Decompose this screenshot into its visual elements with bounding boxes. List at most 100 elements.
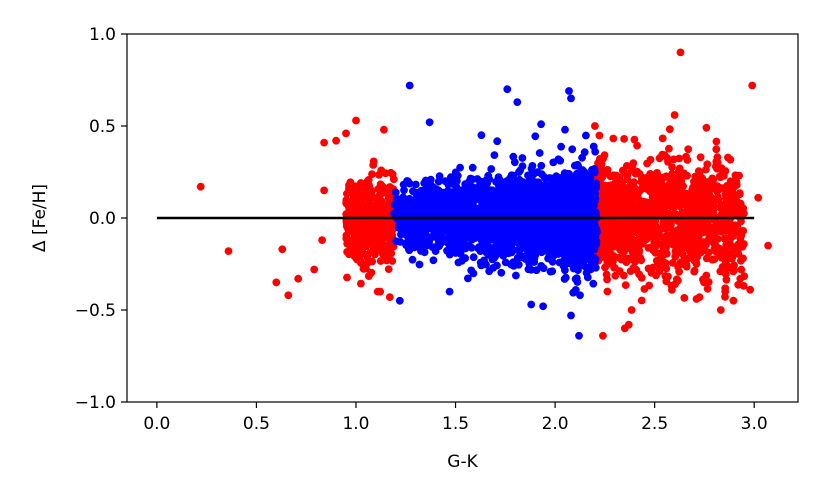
data-point-red xyxy=(320,138,328,147)
y-tick-label: −0.5 xyxy=(75,301,116,321)
data-point-blue xyxy=(477,229,486,238)
data-point-blue xyxy=(446,230,455,239)
data-point-red xyxy=(700,222,709,231)
data-point-red xyxy=(705,209,713,217)
data-point-blue xyxy=(584,236,592,245)
data-point-blue xyxy=(408,255,417,264)
data-point-blue xyxy=(467,266,476,275)
data-point-blue xyxy=(405,81,414,90)
data-point-red xyxy=(664,272,672,281)
data-point-red xyxy=(342,129,350,138)
data-point-blue xyxy=(420,235,429,244)
data-point-blue xyxy=(582,131,590,140)
data-point-red xyxy=(696,186,705,194)
data-point-red xyxy=(702,123,711,132)
x-axis: 0.0 0.5 1.0 1.5 2.0 2.5 3.0 xyxy=(143,402,768,434)
data-point-blue xyxy=(501,231,510,240)
data-point-blue xyxy=(509,209,518,218)
data-point-blue xyxy=(395,296,404,305)
data-point-red xyxy=(196,182,205,191)
data-point-red xyxy=(377,207,386,216)
data-point-red xyxy=(678,208,686,217)
data-point-blue xyxy=(539,264,548,273)
data-point-red xyxy=(634,244,643,253)
data-point-blue xyxy=(554,191,562,200)
data-point-blue xyxy=(472,185,481,194)
data-point-red xyxy=(724,196,732,205)
data-point-red xyxy=(284,291,293,300)
data-point-blue xyxy=(473,175,482,183)
data-point-blue xyxy=(407,226,416,234)
data-point-red xyxy=(668,170,676,178)
data-point-red xyxy=(729,267,738,276)
data-point-red xyxy=(676,48,685,57)
data-point-red xyxy=(665,125,674,134)
data-point-blue xyxy=(497,268,506,277)
data-point-blue xyxy=(562,239,571,248)
data-point-blue xyxy=(527,300,536,309)
data-point-red xyxy=(686,234,695,243)
data-point-blue xyxy=(586,247,595,256)
data-point-blue xyxy=(409,187,417,196)
data-point-blue xyxy=(448,238,456,246)
data-point-blue xyxy=(567,311,575,320)
data-point-red xyxy=(690,177,698,186)
x-tick-label: 3.0 xyxy=(741,414,768,434)
data-point-blue xyxy=(477,131,486,140)
data-point-red xyxy=(278,245,287,254)
data-point-blue xyxy=(480,221,488,230)
data-point-blue xyxy=(464,274,472,283)
data-point-red xyxy=(688,219,696,227)
data-point-blue xyxy=(483,240,492,249)
data-point-red xyxy=(656,186,665,195)
data-point-red xyxy=(713,235,722,243)
data-point-red xyxy=(655,232,663,240)
data-point-blue xyxy=(431,243,440,252)
x-tick-label: 2.5 xyxy=(641,414,668,434)
data-point-blue xyxy=(519,178,527,186)
data-point-red xyxy=(676,258,685,267)
data-point-red xyxy=(622,233,631,242)
data-point-blue xyxy=(478,198,486,207)
data-point-red xyxy=(605,182,614,191)
data-point-red xyxy=(671,280,679,288)
data-point-red xyxy=(365,182,374,191)
data-point-blue xyxy=(588,166,596,174)
data-point-red xyxy=(673,235,681,244)
data-point-blue xyxy=(512,271,520,280)
data-point-blue xyxy=(568,145,577,154)
data-point-blue xyxy=(527,229,536,237)
data-point-red xyxy=(684,145,693,154)
data-point-blue xyxy=(429,256,438,265)
data-point-red xyxy=(740,240,748,248)
data-point-red xyxy=(650,226,659,235)
data-point-red xyxy=(665,193,673,202)
data-point-blue xyxy=(537,161,546,170)
data-point-blue xyxy=(487,250,496,259)
data-point-red xyxy=(629,263,638,272)
x-tick-label: 0.0 xyxy=(143,414,170,434)
data-point-blue xyxy=(489,234,497,243)
data-point-red xyxy=(646,200,655,209)
data-point-red xyxy=(380,125,388,134)
data-point-blue xyxy=(530,254,539,263)
data-point-red xyxy=(347,198,356,207)
data-point-red xyxy=(665,144,673,153)
data-point-blue xyxy=(550,251,558,260)
data-point-blue xyxy=(537,170,546,179)
data-point-red xyxy=(658,134,667,143)
data-point-red xyxy=(710,244,719,253)
data-point-red xyxy=(294,274,303,283)
data-point-red xyxy=(367,268,376,277)
data-point-blue xyxy=(512,189,521,198)
data-point-red xyxy=(764,241,772,250)
data-point-red xyxy=(680,200,689,209)
data-point-blue xyxy=(421,176,430,185)
data-point-red xyxy=(602,270,611,279)
data-point-blue xyxy=(423,205,431,213)
data-point-blue xyxy=(400,199,409,208)
data-point-red xyxy=(706,184,714,193)
data-point-red xyxy=(722,275,731,284)
data-point-red xyxy=(712,137,721,146)
data-point-blue xyxy=(532,266,541,275)
